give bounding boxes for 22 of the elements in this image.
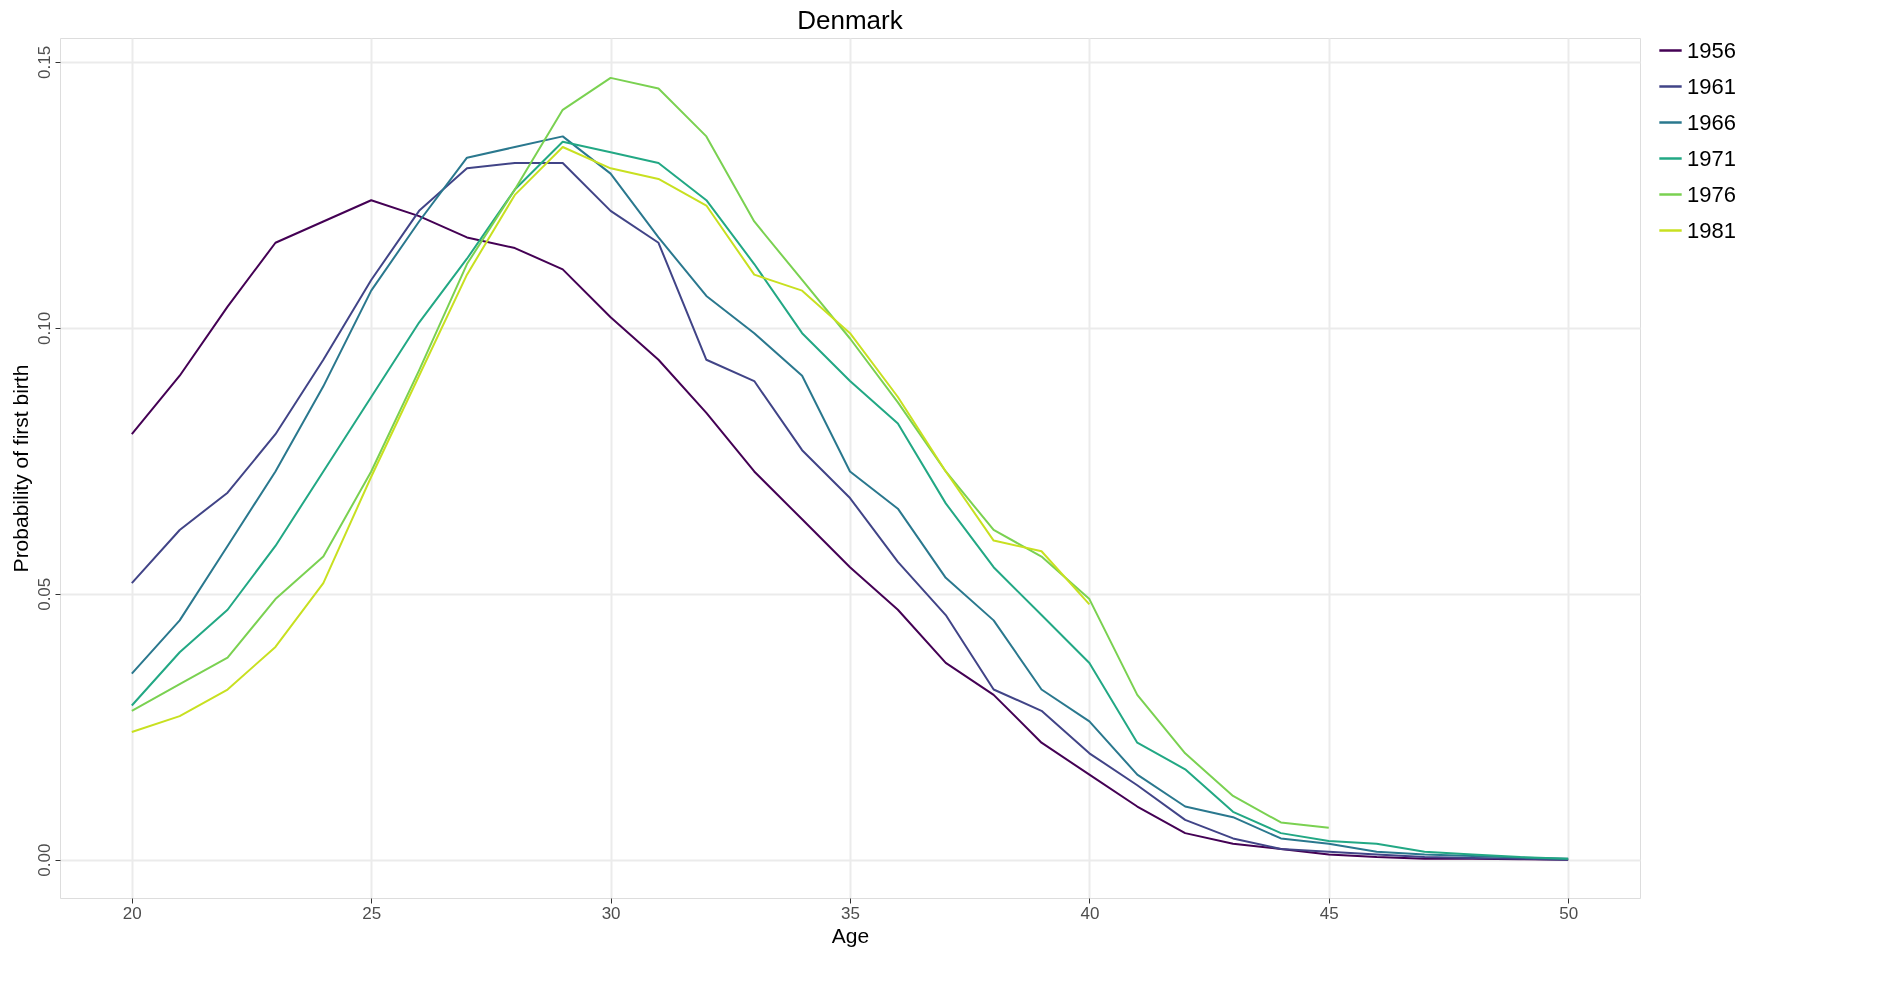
chart-title: Denmark [797,5,904,35]
y-tick-label: 0.10 [34,311,54,345]
x-tick-label: 50 [1559,903,1579,923]
y-axis-title: Probability of first birth [8,364,32,573]
x-tick-label: 35 [841,903,860,923]
legend-label: 1976 [1687,181,1736,207]
y-tick-label: 0.05 [34,577,54,611]
line-series [130,76,1330,829]
x-axis-title: Age [831,923,870,947]
legend-label: 1961 [1687,73,1736,99]
x-tick-label: 20 [122,903,142,923]
line-series [130,146,1091,734]
x-tick-label: 40 [1080,903,1100,923]
legend-label: 1971 [1687,145,1736,171]
x-tick-label: 45 [1319,903,1339,923]
legend-label: 1981 [1687,217,1736,243]
x-tick-label: 25 [362,903,382,923]
x-tick-label: 30 [601,903,621,923]
legend-label: 1966 [1687,109,1736,135]
y-tick-label: 0.00 [34,843,54,877]
y-tick-label: 0.15 [34,45,54,79]
legend-label: 1956 [1687,37,1736,63]
